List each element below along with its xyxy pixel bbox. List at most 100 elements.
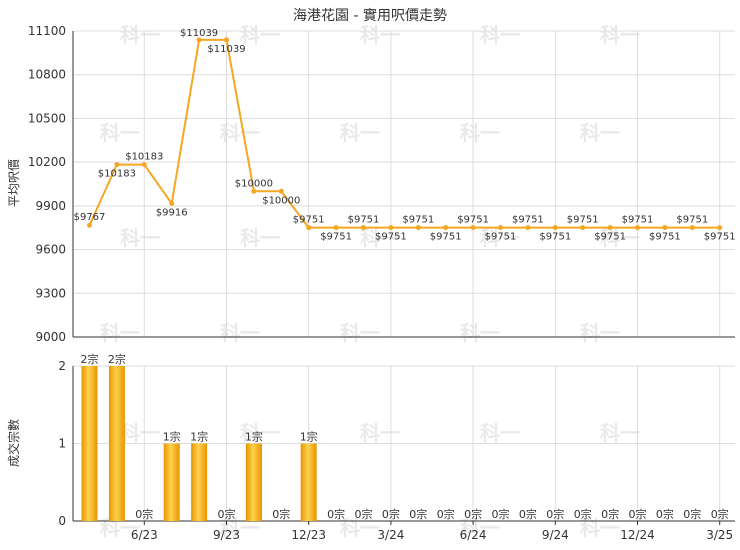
labels-layer: 2宗 2宗 0宗 1宗 1宗 0宗 1宗 0宗 1宗 0宗 0宗 0宗 0宗 0宗 0宗 0宗 0宗 0宗 0宗 0宗… — [74, 28, 736, 521]
bar-value-label: 1宗 — [190, 430, 208, 444]
bar-value-label: 0宗 — [272, 507, 290, 521]
count-bar — [163, 443, 180, 521]
bar-value-label: 0宗 — [437, 507, 455, 521]
price-point — [388, 225, 394, 231]
price-data-label: $9751 — [348, 215, 380, 226]
watermark-text: 科一 — [360, 226, 400, 250]
bar-value-label: 0宗 — [683, 507, 701, 521]
bar-value-label: 0宗 — [711, 507, 729, 521]
line-y-tick-label: 10800 — [28, 68, 66, 82]
bar-y-tick-label: 1 — [58, 437, 66, 451]
price-data-label: $9767 — [74, 212, 106, 223]
watermark-text: 科一 — [580, 516, 620, 540]
price-data-label: $9751 — [676, 215, 708, 226]
price-data-label: $9751 — [457, 215, 489, 226]
watermark-text: 科一 — [480, 23, 520, 47]
count-bar — [81, 366, 98, 521]
bar-value-label: 2宗 — [108, 352, 126, 366]
line-y-tick-label: 10200 — [28, 155, 66, 169]
watermark-text: 科一 — [460, 516, 500, 540]
bar-value-label: 0宗 — [135, 507, 153, 521]
watermark-text: 科一 — [480, 421, 520, 445]
line-y-tick-label: 9300 — [35, 286, 66, 300]
price-point — [580, 225, 586, 231]
bar-value-label: 0宗 — [409, 507, 427, 521]
price-point — [169, 201, 175, 207]
price-data-label: $9916 — [156, 208, 188, 219]
watermark-text: 科一 — [340, 516, 380, 540]
price-data-label: $9751 — [402, 215, 434, 226]
bar-value-label: 0宗 — [656, 507, 674, 521]
price-point — [87, 222, 92, 228]
price-point — [525, 225, 531, 231]
price-point — [498, 225, 503, 231]
bar-y-tick-label: 0 — [58, 514, 66, 528]
bar-value-label: 0宗 — [382, 507, 400, 521]
line-layer — [87, 37, 723, 231]
bar-value-label: 0宗 — [464, 507, 482, 521]
line-y-tick-label: 9900 — [35, 199, 66, 213]
price-point — [114, 162, 120, 168]
watermark-text: 科一 — [100, 321, 140, 345]
price-point — [717, 225, 723, 231]
count-bar — [245, 443, 262, 521]
watermark-text: 科一 — [460, 321, 500, 345]
watermark-text: 科一 — [120, 421, 160, 445]
x-tick-label: 9/23 — [213, 528, 240, 542]
price-point — [361, 225, 366, 231]
price-data-label: $9751 — [567, 215, 599, 226]
watermark-text: 科一 — [240, 23, 280, 47]
watermark-text: 科一 — [360, 23, 400, 47]
price-series-line — [88, 38, 720, 229]
price-data-label: $9751 — [539, 232, 571, 243]
price-point — [415, 225, 421, 231]
x-tick-label: 9/24 — [542, 528, 569, 542]
price-data-label: $9751 — [293, 215, 325, 226]
watermark-text: 科一 — [340, 321, 380, 345]
price-point — [443, 225, 449, 231]
x-tick-label: 6/23 — [131, 528, 158, 542]
count-bar — [191, 443, 208, 521]
price-data-label: $11039 — [207, 44, 245, 55]
x-tick-label: 12/23 — [291, 528, 326, 542]
price-data-label: $11039 — [180, 28, 218, 39]
price-data-label: $9751 — [622, 215, 654, 226]
bar-value-label: 2宗 — [81, 352, 99, 366]
x-tick-label: 12/24 — [620, 528, 655, 542]
bar-value-label: 1宗 — [245, 430, 263, 444]
bar-value-label: 1宗 — [163, 430, 181, 444]
watermark-text: 科一 — [580, 321, 620, 345]
price-point — [141, 162, 147, 168]
x-tick-label: 6/24 — [460, 528, 487, 542]
price-data-label: $9751 — [594, 232, 626, 243]
bar-value-label: 0宗 — [327, 507, 345, 521]
price-data-label: $9751 — [320, 232, 352, 243]
x-tick-label: 3/25 — [706, 528, 733, 542]
price-point — [470, 225, 476, 231]
price-data-label: $10000 — [235, 178, 273, 189]
price-point — [251, 188, 257, 194]
watermark-text: 科一 — [600, 23, 640, 47]
line-y-axis-label: 平均呎價 — [7, 159, 21, 207]
price-point — [689, 225, 695, 231]
price-point — [333, 225, 339, 231]
line-y-tick-label: 10500 — [28, 111, 66, 125]
price-data-label: $10000 — [262, 195, 300, 206]
price-data-label: $9751 — [649, 232, 681, 243]
bar-value-label: 0宗 — [218, 507, 236, 521]
price-data-label: $10183 — [98, 169, 136, 180]
watermark-text: 科一 — [240, 226, 280, 250]
watermark-text: 科一 — [580, 121, 620, 145]
price-point — [306, 225, 312, 231]
price-point — [635, 225, 640, 231]
price-data-label: $9751 — [430, 232, 462, 243]
line-y-tick-label: 9600 — [35, 243, 66, 257]
line-y-tick-label: 9000 — [35, 330, 66, 344]
price-point — [224, 37, 229, 43]
watermark-text: 科一 — [240, 421, 280, 445]
bar-value-label: 0宗 — [492, 507, 510, 521]
line-y-tick-label: 11100 — [28, 24, 66, 38]
x-tick-label: 3/24 — [377, 528, 404, 542]
bar-y-axis-label: 成交宗數 — [6, 419, 21, 467]
